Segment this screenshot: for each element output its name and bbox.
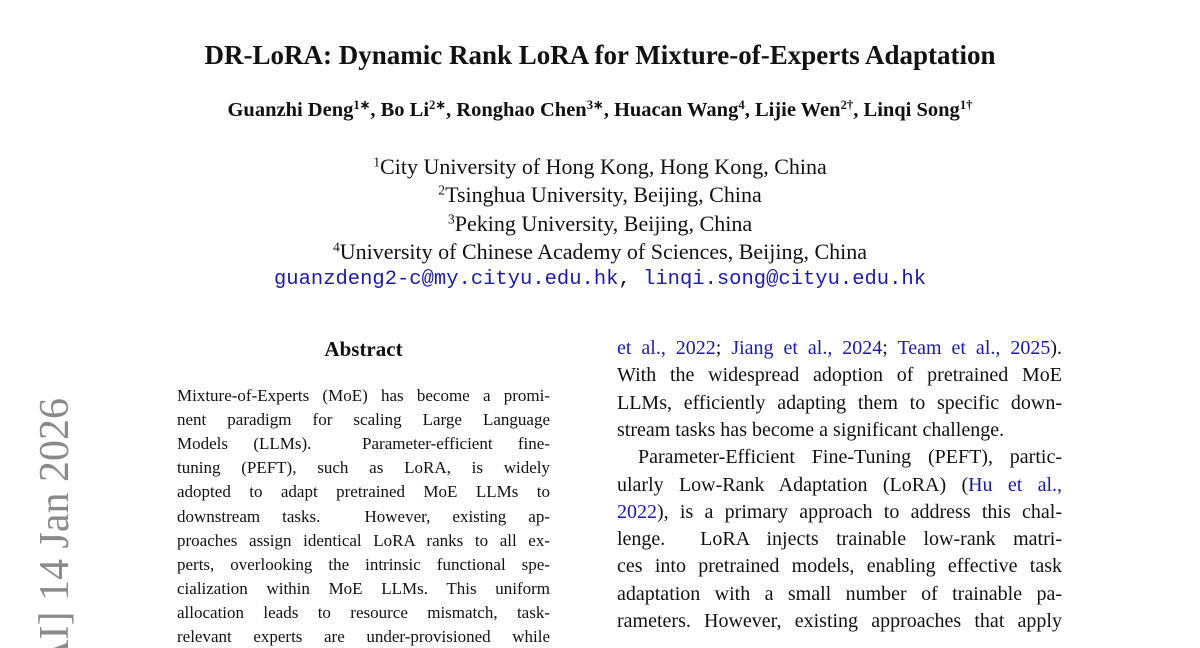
text-run: , Lijie Wen [744, 99, 841, 121]
text-run: , Linqi Song [853, 99, 960, 121]
abstract-line: perts, overlooking the intrinsic functio… [177, 554, 550, 574]
text-run: University of Chinese Academy of Science… [339, 238, 868, 264]
citation[interactable]: 2022 [617, 500, 657, 523]
superscript: 2 [438, 182, 446, 198]
text-run: stream tasks has become a significant ch… [617, 418, 1005, 441]
abstract-line: proaches assign identical LoRA ranks to … [177, 530, 550, 550]
text-run: , [618, 268, 644, 291]
text-run: Guanzhi Deng [227, 99, 354, 121]
text-run: adaptation with a small number of traina… [617, 582, 1062, 605]
abstract-line: relevant experts are under-provisioned w… [177, 627, 550, 646]
text-run: ). [1050, 337, 1063, 359]
text-run: lenge. LoRA injects trainable low-rank m… [617, 528, 1062, 551]
superscript: 4 [738, 98, 745, 113]
text-run: Tsinghua University, Beijing, China [445, 182, 762, 208]
body-line: LLMs, efficiently adapting them to speci… [617, 392, 1062, 415]
paper-title: DR-LoRA: Dynamic Rank LoRA for Mixture-o… [204, 40, 996, 70]
citation[interactable]: Jiang et al., 2024 [731, 337, 883, 359]
emails: guanzdeng2-c@my.cityu.edu.hk, linqi.song… [0, 268, 1200, 291]
body-line: rameters. However, existing approaches t… [617, 610, 1062, 633]
superscript: 2† [840, 98, 854, 113]
abstract-line: Mixture-of-Experts (MoE) has become a pr… [177, 386, 550, 405]
superscript: 1 [373, 154, 381, 170]
text-run: Peking University, Beijing, China [454, 210, 753, 236]
citation[interactable]: Team et al., 2025 [897, 337, 1051, 359]
abstract-line: tuning (PEFT), such as LoRA, is widely [177, 458, 550, 478]
body-line: et al., 2022; Jiang et al., 2024; Team e… [617, 337, 1062, 360]
text-run: ; [882, 337, 898, 359]
abstract-line: Models (LLMs). Parameter-efficient fine- [177, 434, 550, 454]
abstract-line: adopted to adapt pretrained MoE LLMs to [177, 482, 550, 502]
superscript: 3 [447, 211, 455, 227]
body-line: With the widespread adoption of pretrain… [617, 364, 1062, 387]
body-line: lenge. LoRA injects trainable low-rank m… [617, 528, 1062, 551]
body-line: 2022), is a primary approach to address … [617, 501, 1062, 524]
affiliation: 3Peking University, Beijing, China [0, 211, 1200, 237]
email-link[interactable]: linqi.song@cityu.edu.hk [643, 268, 927, 291]
body-line: adaptation with a small number of traina… [617, 583, 1062, 606]
body-line: ces into pretrained models, enabling eff… [617, 555, 1062, 578]
arxiv-stamp-layer: AI] 14 Jan 2026 [32, 398, 78, 648]
authors: Guanzhi Deng1∗, Bo Li2∗, Ronghao Chen3∗,… [0, 99, 1200, 122]
abstract-line: nent paradigm for scaling Large Language [177, 410, 550, 430]
abstract-line: cialization within MoE LLMs. This unifor… [177, 578, 550, 598]
text-run: , Ronghao Chen [446, 99, 587, 121]
abstract-heading: Abstract [324, 337, 403, 361]
abstract-line: downstream tasks. However, existing ap- [177, 506, 550, 526]
text-run: LLMs, efficiently adapting them to speci… [617, 391, 1062, 414]
body-line: Parameter-Efficient Fine-Tuning (PEFT), … [638, 446, 1062, 469]
superscript: 1† [959, 98, 973, 113]
citation[interactable]: et al., 2022 [617, 337, 716, 359]
affiliation: 4University of Chinese Academy of Scienc… [0, 239, 1200, 265]
text-run: , Huacan Wang [603, 99, 739, 121]
body-line: ularly Low-Rank Adaptation (LoRA) (Hu et… [617, 474, 1062, 497]
text-run: rameters. However, existing approaches t… [617, 610, 1062, 632]
arxiv-stamp: AI] 14 Jan 2026 [32, 398, 78, 648]
superscript: 1∗ [353, 98, 371, 113]
text-run: ces into pretrained models, enabling eff… [617, 555, 1062, 578]
text-run: , Bo Li [370, 99, 430, 121]
text-run: ularly Low-Rank Adaptation (LoRA) ( [617, 473, 969, 496]
text-run: City University of Hong Kong, Hong Kong,… [380, 154, 827, 179]
superscript: 2∗ [429, 98, 447, 113]
superscript: 4 [332, 239, 340, 255]
text-run: ; [715, 337, 732, 359]
text-run: With the widespread adoption of pretrain… [617, 364, 1062, 387]
affiliation: 2Tsinghua University, Beijing, China [0, 182, 1200, 208]
abstract-line: allocation leads to resource mismatch, t… [177, 602, 550, 622]
text-run: Parameter-Efficient Fine-Tuning (PEFT), … [638, 446, 1062, 469]
email-link[interactable]: guanzdeng2-c@my.cityu.edu.hk [273, 268, 619, 291]
superscript: 3∗ [586, 98, 604, 113]
body-line: stream tasks has become a significant ch… [617, 419, 1062, 442]
affiliation: 1City University of Hong Kong, Hong Kong… [0, 154, 1200, 180]
text-run: ), is a primary approach to address this… [657, 500, 1062, 523]
citation[interactable]: Hu et al., [968, 473, 1063, 496]
